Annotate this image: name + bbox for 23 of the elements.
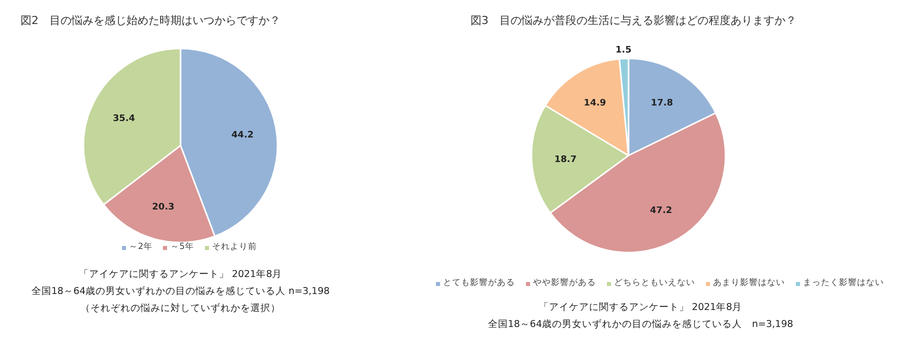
legend-label: とても影響がある xyxy=(443,277,515,289)
data-label: 47.2 xyxy=(650,206,672,216)
legend-label: ～2年 xyxy=(129,241,152,253)
data-label: 20.3 xyxy=(152,202,174,213)
legend-label: まったく影響はない xyxy=(803,277,884,289)
text: 「アイケアに関するアンケート」 2021年8月 xyxy=(538,301,742,313)
chart-title: 図3 目の悩みが普段の生活に与える影響はどの程度ありますか？ xyxy=(470,14,796,27)
text: 全国18～64歳の男女いずれかの目の悩みを感じている人 n=3,198 xyxy=(488,318,794,330)
text: （それぞれの悩みに対していずれかを選択） xyxy=(80,302,280,314)
legend-label: やや影響がある xyxy=(533,277,596,289)
legend-label: ～5年 xyxy=(170,241,194,253)
data-label: 14.9 xyxy=(584,98,606,109)
data-label: 44.2 xyxy=(231,130,254,141)
legend-label: どちらともいえない xyxy=(614,277,695,289)
data-label: 18.7 xyxy=(554,154,577,165)
legend-label: それより前 xyxy=(212,241,257,253)
data-label: 17.8 xyxy=(650,98,674,109)
text: 「アイケアに関するアンケート」 2021年8月 xyxy=(78,268,282,280)
chart-title: 図2 目の悩みを感じ始めた時期はいつからですか？ xyxy=(20,14,280,27)
data-label: 35.4 xyxy=(112,114,136,124)
text: 全国18～64歳の男女いずれかの目の悩みを感じている人 n=3,198 xyxy=(31,285,330,297)
data-label: 1.5 xyxy=(616,45,632,56)
legend-label: あまり影響はない xyxy=(713,277,785,289)
